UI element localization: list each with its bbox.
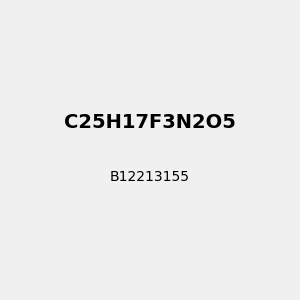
Text: C25H17F3N2O5: C25H17F3N2O5 — [64, 113, 236, 133]
Text: B12213155: B12213155 — [110, 170, 190, 184]
